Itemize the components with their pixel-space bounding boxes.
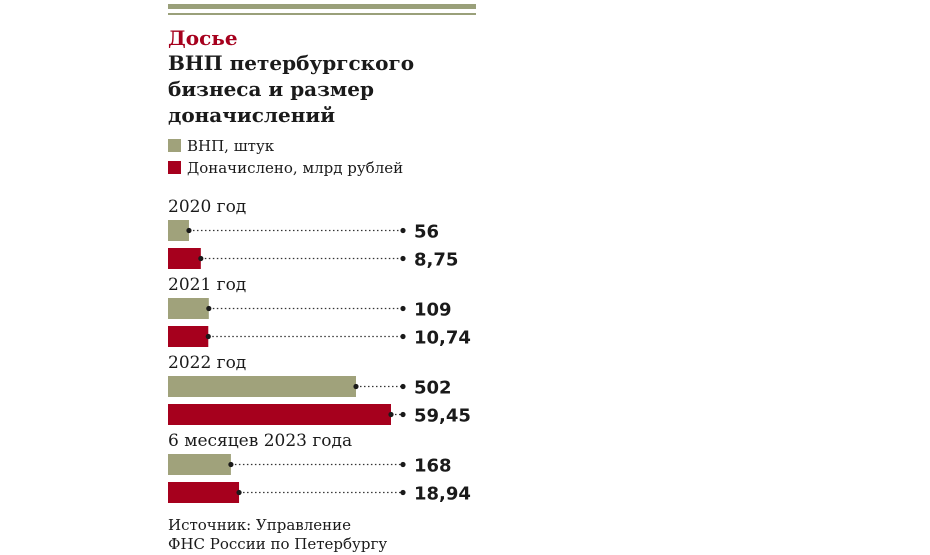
category-label: 2022 год xyxy=(168,353,246,373)
leader-dot-end xyxy=(400,333,406,340)
top-rule-thin xyxy=(168,13,476,15)
data-label: 56 xyxy=(414,222,439,243)
bar-vnp xyxy=(168,298,209,319)
leader-dot-start xyxy=(198,255,204,262)
leader-dot-start xyxy=(186,227,192,234)
data-label: 10,74 xyxy=(414,328,471,349)
leader-dot-start xyxy=(388,411,394,418)
leader-dot-end xyxy=(400,461,406,468)
data-label: 168 xyxy=(414,456,452,477)
source-line-2: ФНС России по Петербургу xyxy=(168,535,387,553)
leader-dot-end xyxy=(400,227,406,234)
leader-dot-end xyxy=(400,383,406,390)
legend-swatch-vnp xyxy=(168,139,181,152)
data-label: 109 xyxy=(414,300,452,321)
bar-charges xyxy=(168,248,201,269)
leader-dot-start xyxy=(206,305,212,312)
source-line-1: Источник: Управление xyxy=(168,516,351,534)
top-rule-thick xyxy=(168,4,476,9)
leader-dot-end xyxy=(400,305,406,312)
bar-charges xyxy=(168,326,209,347)
bar-charges xyxy=(168,404,391,425)
data-label: 18,94 xyxy=(414,484,471,505)
bars-group: 2020 год 56 8,75 2021 год 109 10,74 2022 год 50… xyxy=(168,197,471,505)
leader-dot-start xyxy=(353,383,359,390)
bar-vnp xyxy=(168,454,231,475)
leader-dot-start xyxy=(205,333,211,340)
category-label: 2020 год xyxy=(168,197,246,217)
data-label: 8,75 xyxy=(414,250,458,271)
chart-title-line-1: ВНП петербургского xyxy=(168,51,414,75)
category-label: 6 месяцев 2023 года xyxy=(168,431,352,451)
data-label: 59,45 xyxy=(414,406,471,427)
leader-dot-start xyxy=(236,489,242,496)
bar-vnp xyxy=(168,376,356,397)
rubric: Досье xyxy=(168,26,238,50)
legend-label-charges: Доначислено, млрд рублей xyxy=(187,159,403,177)
legend-swatch-charges xyxy=(168,161,181,174)
chart-title-line-3: доначислений xyxy=(168,103,335,127)
legend-label-vnp: ВНП, штук xyxy=(187,137,275,155)
leader-dot-start xyxy=(228,461,234,468)
bar-charges xyxy=(168,482,240,503)
data-label: 502 xyxy=(414,378,452,399)
bar-vnp xyxy=(168,220,189,241)
chart-title-line-2: бизнеса и размер xyxy=(168,77,374,101)
category-label: 2021 год xyxy=(168,275,246,295)
leader-dot-end xyxy=(400,489,406,496)
leader-dot-end xyxy=(400,411,406,418)
leader-dot-end xyxy=(400,255,406,262)
